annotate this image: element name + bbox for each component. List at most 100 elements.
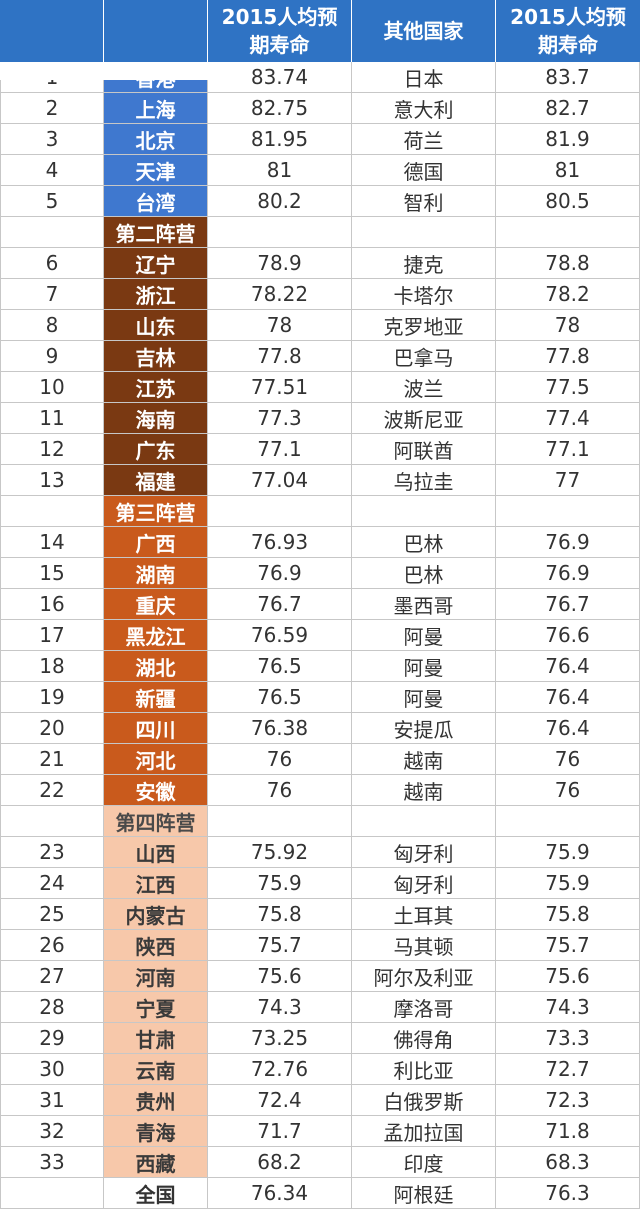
country-cell: 越南 — [352, 744, 496, 775]
table-row: 5 台湾 80.2 智利 80.5 — [0, 186, 640, 217]
life-expectancy-cell: 72.4 — [208, 1085, 352, 1116]
province-cell: 河南 — [104, 961, 208, 992]
country-cell: 安提瓜 — [352, 713, 496, 744]
life-expectancy-cell: 76.7 — [208, 589, 352, 620]
section-row: 第三阵营 — [0, 496, 640, 527]
province-cell: 全国 — [104, 1178, 208, 1209]
life-expectancy-cell: 78.9 — [208, 248, 352, 279]
province-cell: 北京 — [104, 124, 208, 155]
table-row: 2 上海 82.75 意大利 82.7 — [0, 93, 640, 124]
life-expectancy-cell: 78.22 — [208, 279, 352, 310]
country-cell: 荷兰 — [352, 124, 496, 155]
country-cell: 捷克 — [352, 248, 496, 279]
rank-cell: 6 — [0, 248, 104, 279]
rank-cell: 11 — [0, 403, 104, 434]
province-cell: 天津 — [104, 155, 208, 186]
country-life-expectancy-cell: 76.4 — [496, 713, 640, 744]
country-life-expectancy-cell: 72.7 — [496, 1054, 640, 1085]
life-expectancy-cell: 76 — [208, 775, 352, 806]
table-row: 15 湖南 76.9 巴林 76.9 — [0, 558, 640, 589]
life-expectancy-cell: 72.76 — [208, 1054, 352, 1085]
section-label: 第四阵营 — [104, 806, 208, 837]
life-expectancy-cell: 75.92 — [208, 837, 352, 868]
rank-cell: 32 — [0, 1116, 104, 1147]
rank-cell: 25 — [0, 899, 104, 930]
country-cell: 巴拿马 — [352, 341, 496, 372]
section-label: 第二阵营 — [104, 217, 208, 248]
country-life-expectancy-cell: 76.9 — [496, 527, 640, 558]
life-expectancy-cell: 76.59 — [208, 620, 352, 651]
country-cell: 日本 — [352, 62, 496, 93]
rank-cell: 29 — [0, 1023, 104, 1054]
life-expectancy-cell: 75.9 — [208, 868, 352, 899]
province-cell: 广东 — [104, 434, 208, 465]
rank-cell — [0, 496, 104, 527]
country-cell: 白俄罗斯 — [352, 1085, 496, 1116]
rank-cell: 30 — [0, 1054, 104, 1085]
province-cell: 吉林 — [104, 341, 208, 372]
country-cell — [352, 806, 496, 837]
life-expectancy-cell: 76.5 — [208, 682, 352, 713]
country-life-expectancy-cell: 76.4 — [496, 682, 640, 713]
table-row: 8 山东 78 克罗地亚 78 — [0, 310, 640, 341]
country-cell: 智利 — [352, 186, 496, 217]
life-expectancy-cell: 76 — [208, 744, 352, 775]
table-row: 33 西藏 68.2 印度 68.3 — [0, 1147, 640, 1178]
rank-cell: 12 — [0, 434, 104, 465]
life-expectancy-cell: 77.3 — [208, 403, 352, 434]
country-cell: 利比亚 — [352, 1054, 496, 1085]
rank-cell: 17 — [0, 620, 104, 651]
table-row: 12 广东 77.1 阿联酋 77.1 — [0, 434, 640, 465]
province-cell: 台湾 — [104, 186, 208, 217]
table-row: 25 内蒙古 75.8 土耳其 75.8 — [0, 899, 640, 930]
table-row: 21 河北 76 越南 76 — [0, 744, 640, 775]
province-cell: 湖北 — [104, 651, 208, 682]
life-expectancy-cell: 80.2 — [208, 186, 352, 217]
country-cell: 墨西哥 — [352, 589, 496, 620]
country-cell — [352, 496, 496, 527]
rank-cell: 20 — [0, 713, 104, 744]
life-expectancy-cell: 77.1 — [208, 434, 352, 465]
table-row: 11 海南 77.3 波斯尼亚 77.4 — [0, 403, 640, 434]
life-expectancy-cell: 73.25 — [208, 1023, 352, 1054]
province-cell: 云南 — [104, 1054, 208, 1085]
country-life-expectancy-cell — [496, 806, 640, 837]
country-cell: 阿曼 — [352, 651, 496, 682]
life-expectancy-cell: 77.8 — [208, 341, 352, 372]
country-life-expectancy-cell: 76.3 — [496, 1178, 640, 1209]
header-life-expectancy-line1: 2015人均预 — [221, 5, 338, 29]
country-cell: 阿尔及利亚 — [352, 961, 496, 992]
rank-cell: 15 — [0, 558, 104, 589]
life-expectancy-cell — [208, 496, 352, 527]
province-cell: 甘肃 — [104, 1023, 208, 1054]
country-life-expectancy-cell: 77.8 — [496, 341, 640, 372]
life-expectancy-cell: 81 — [208, 155, 352, 186]
rank-cell: 26 — [0, 930, 104, 961]
country-life-expectancy-cell: 81.9 — [496, 124, 640, 155]
country-life-expectancy-cell: 68.3 — [496, 1147, 640, 1178]
country-cell: 匈牙利 — [352, 837, 496, 868]
province-cell: 安徽 — [104, 775, 208, 806]
table-row: 13 福建 77.04 乌拉圭 77 — [0, 465, 640, 496]
table-row: 24 江西 75.9 匈牙利 75.9 — [0, 868, 640, 899]
country-cell: 克罗地亚 — [352, 310, 496, 341]
table-row: 18 湖北 76.5 阿曼 76.4 — [0, 651, 640, 682]
province-cell: 湖南 — [104, 558, 208, 589]
province-cell: 山东 — [104, 310, 208, 341]
country-cell: 土耳其 — [352, 899, 496, 930]
rank-cell: 2 — [0, 93, 104, 124]
life-expectancy-cell: 82.75 — [208, 93, 352, 124]
rank-cell: 31 — [0, 1085, 104, 1116]
rank-cell: 22 — [0, 775, 104, 806]
rank-cell: 28 — [0, 992, 104, 1023]
table-row: 31 贵州 72.4 白俄罗斯 72.3 — [0, 1085, 640, 1116]
country-life-expectancy-cell: 75.9 — [496, 868, 640, 899]
country-cell: 阿联酋 — [352, 434, 496, 465]
country-life-expectancy-cell: 78.8 — [496, 248, 640, 279]
table-row: 22 安徽 76 越南 76 — [0, 775, 640, 806]
country-life-expectancy-cell: 82.7 — [496, 93, 640, 124]
province-cell: 江苏 — [104, 372, 208, 403]
province-cell: 新疆 — [104, 682, 208, 713]
country-life-expectancy-cell: 78.2 — [496, 279, 640, 310]
rank-cell: 14 — [0, 527, 104, 558]
